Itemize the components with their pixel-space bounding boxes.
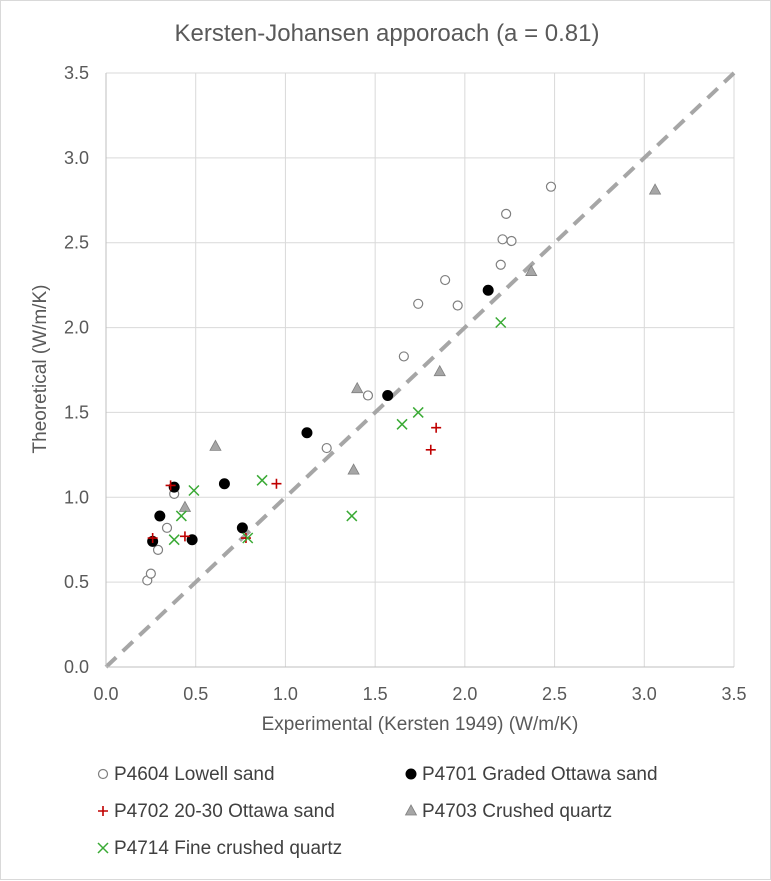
reference-line [104,71,736,669]
data-point [433,364,446,377]
data-point [362,390,374,401]
series-3 [147,422,442,544]
data-point [188,484,200,497]
legend-label: P4702 20-30 Ottawa sand [114,801,335,822]
data-point [165,480,176,491]
data-point [482,284,494,296]
x-tick-label: 0.5 [183,684,208,704]
legend-label: P4604 Lowell sand [114,764,275,785]
data-point [301,427,313,439]
data-point [271,478,282,489]
y-tick-label: 1.5 [64,402,89,422]
data-point [382,389,394,401]
y-tick-label: 2.0 [64,318,89,338]
legend-marker [404,804,418,816]
data-point [256,474,268,486]
data-points [142,181,662,586]
data-point [412,406,424,418]
series-5 [168,316,507,546]
series-4 [178,183,662,512]
y-tick-label: 3.5 [64,63,89,83]
y-tick-label: 2.5 [64,233,89,253]
x-tick-label: 1.0 [273,684,298,704]
data-point [648,183,662,195]
data-point [396,418,408,430]
y-tick-label: 3.0 [64,148,89,168]
data-point [178,500,192,512]
x-tick-label: 1.5 [363,684,388,704]
legend-label: P4703 Crushed quartz [422,801,612,822]
legend-marker [405,768,417,780]
data-point [495,259,506,270]
data-point [321,442,332,454]
data-point [147,533,158,544]
data-point [495,316,507,329]
data-point [346,510,358,522]
legend-item: P4714 Fine crushed quartz [97,838,342,859]
y-axis-title: Theoretical (W/m/K) [30,285,51,454]
data-point [179,531,190,542]
data-point [545,181,557,192]
y-tick-label: 1.0 [64,487,89,507]
data-point [218,478,230,490]
data-point [431,422,442,433]
data-point [413,298,424,309]
data-point [351,381,364,394]
legend: P4604 Lowell sand P4701 Graded Ottawa san… [97,764,658,859]
y-tick-label: 0.0 [64,657,89,677]
legend-item: P4703 Crushed quartz [404,801,612,822]
x-tick-label: 2.0 [452,684,477,704]
legend-item: P4702 20-30 Ottawa sand [98,801,335,822]
x-tick-label: 3.0 [632,684,657,704]
x-axis-title: Experimental (Kersten 1949) (W/m/K) [262,714,579,735]
data-point [347,463,360,475]
data-point [242,532,254,544]
legend-item: P4604 Lowell sand [97,764,275,785]
data-point [240,533,251,544]
data-point [145,568,156,579]
series-2 [147,284,494,547]
data-point [506,235,517,247]
series-1 [142,181,557,586]
y-tick-label: 0.5 [64,572,89,592]
data-point [398,351,409,362]
data-point [152,544,164,555]
data-point [154,510,166,522]
data-point [168,534,180,546]
data-point [236,522,248,534]
data-point [161,522,173,533]
legend-marker [97,842,109,854]
axes: 0.0 0.5 1.0 1.5 2.0 2.5 3.0 3.5 0.0 0.5 1.0 1.5 2.0 2… [64,63,747,704]
legend-label: P4714 Fine crushed quartz [114,838,342,859]
data-point [186,534,198,546]
data-point [175,510,187,522]
data-point [501,208,512,219]
chart-title: Kersten-Johansen apporoach (a = 0.81) [175,20,600,47]
x-tick-label: 0.0 [93,684,118,704]
legend-label: P4701 Graded Ottawa sand [422,764,658,785]
data-point [497,234,508,245]
data-point [452,300,463,311]
data-point [209,439,222,451]
data-point [525,264,538,276]
legend-marker [98,806,108,816]
legend-item: P4701 Graded Ottawa sand [405,764,658,785]
x-tick-label: 3.5 [721,684,746,704]
grid [106,72,735,667]
legend-marker [97,768,109,780]
x-tick-label: 2.5 [542,684,567,704]
data-point [425,444,436,455]
data-point [440,274,451,286]
one-to-one-line [104,71,736,669]
data-point [168,481,180,493]
